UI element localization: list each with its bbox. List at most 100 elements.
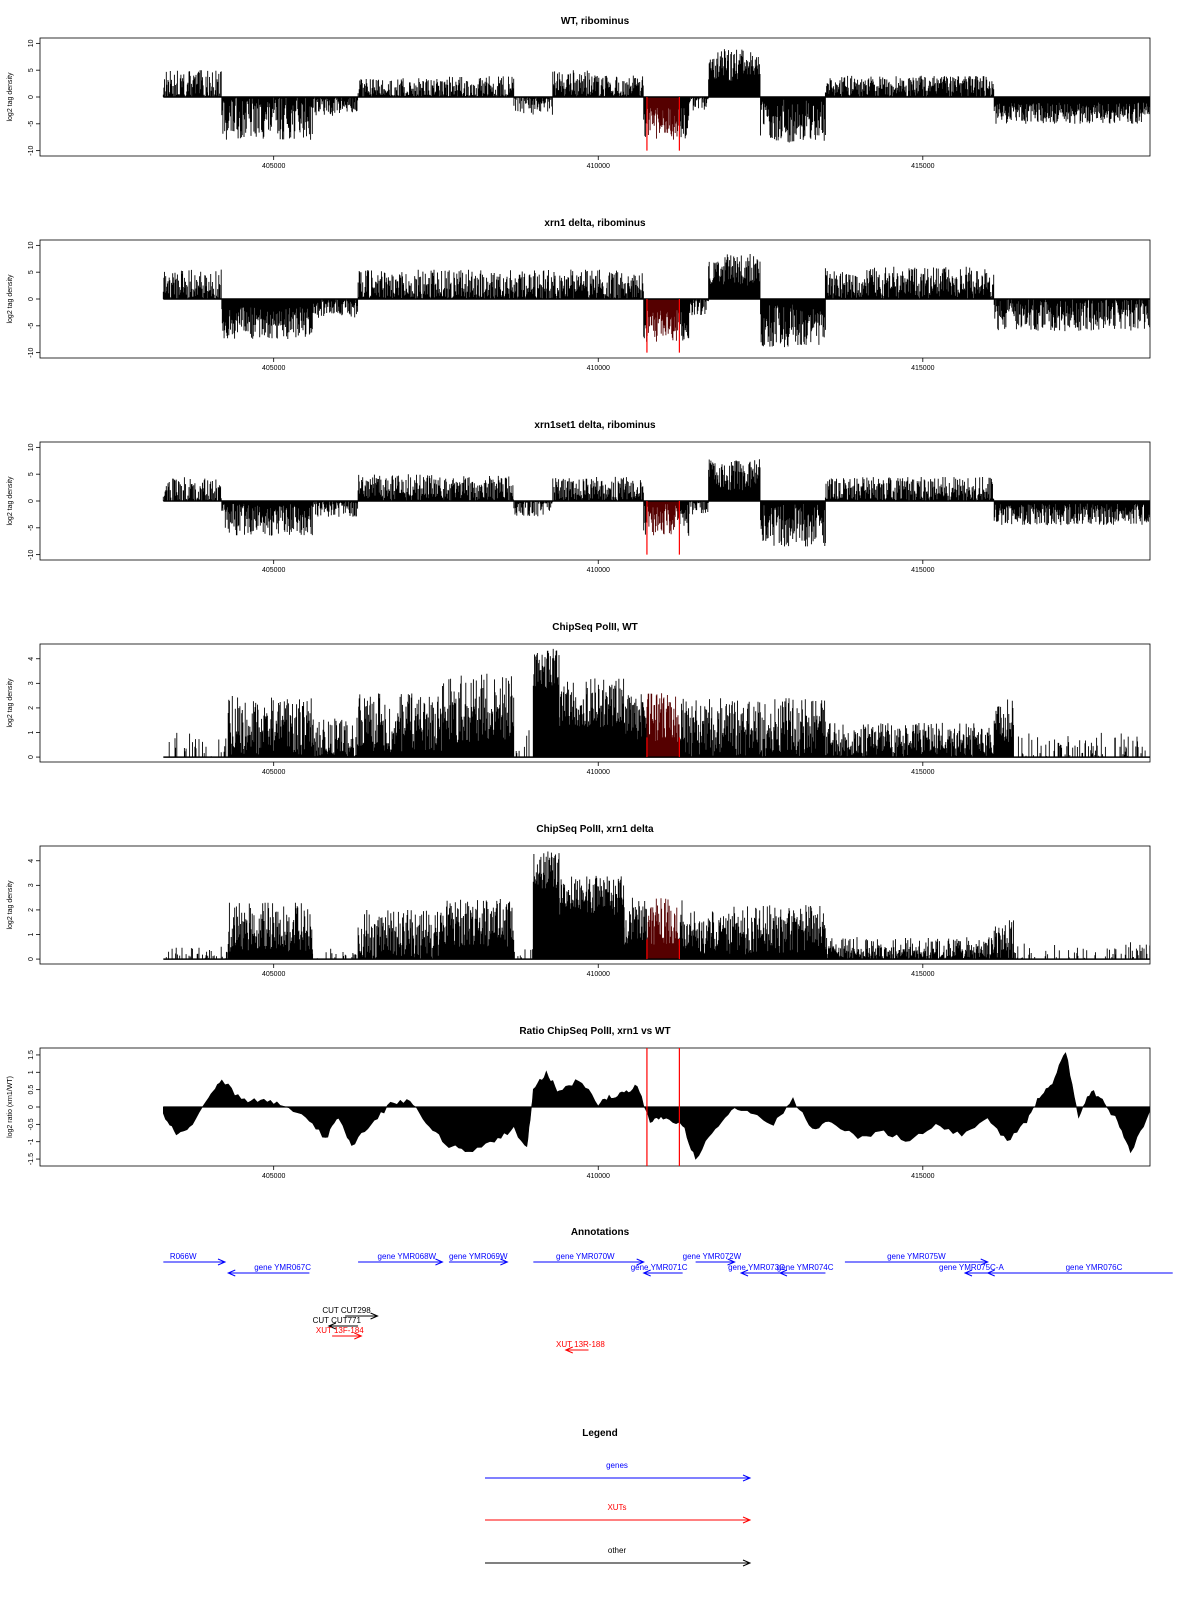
plot-body: [162, 49, 1150, 143]
arrow-head-icon: [370, 1312, 379, 1320]
legend-item: XUTs: [485, 1503, 752, 1524]
arrow-head-icon: [500, 1258, 509, 1266]
x-tick-label: 415000: [911, 163, 934, 170]
arrow-head-icon: [636, 1258, 645, 1266]
y-tick-label: -1.5: [28, 1153, 35, 1165]
panel-chipseq-xrn1: ChipSeq PolII, xrn1 delta log2 tag densit…: [7, 824, 1151, 978]
signal-bars: [162, 254, 1150, 348]
y-tick-label: -1: [28, 1138, 35, 1144]
x-tick-label: 405000: [262, 365, 285, 372]
legend-label: XUTs: [607, 1503, 626, 1512]
y-tick-label: 0: [28, 95, 35, 99]
plot-body: [162, 459, 1150, 547]
y-tick-label: -10: [28, 347, 35, 357]
x-tick-label: 405000: [262, 163, 285, 170]
y-tick-label: 0: [28, 755, 35, 759]
y-tick-label: 0: [28, 297, 35, 301]
y-tick-label: -10: [28, 549, 35, 559]
signal-bars: [165, 851, 1150, 960]
legend: Legend genes XUTs other: [485, 1428, 752, 1567]
x-tick-label: 415000: [911, 365, 934, 372]
feature-gene: R066W: [163, 1252, 227, 1266]
arrow-head-icon: [642, 1269, 651, 1277]
feature-xut: XUT 13R-188: [556, 1340, 605, 1354]
x-tick-label: 405000: [262, 567, 285, 574]
panel-wt-ribominus: WT, ribominus log2 tag density -10 -5 0 5 10 40…: [7, 16, 1151, 170]
feature-label: gene YMR076C: [1066, 1263, 1123, 1272]
feature-gene: gene YMR067C: [226, 1263, 311, 1277]
y-axis-label: log2 tag density: [7, 274, 14, 324]
y-axis-label: log2 tag density: [7, 678, 14, 728]
arrow-head-icon: [778, 1269, 788, 1277]
y-tick-label: 10: [28, 443, 35, 451]
x-tick-label: 410000: [587, 1173, 610, 1180]
plot-frame: [39, 845, 1151, 965]
y-tick-label: -10: [28, 145, 35, 155]
y-tick-label: 3: [28, 883, 35, 887]
feature-gene: gene YMR069W: [448, 1252, 509, 1266]
y-tick-label: -5: [28, 323, 35, 329]
feature-label: gene YMR067C: [254, 1263, 311, 1272]
x-tick-label: 410000: [587, 163, 610, 170]
feature-gene: gene YMR070W: [533, 1252, 645, 1266]
signal-bars: [168, 648, 1146, 758]
annotations-track: Annotations R066W gene YMR067C gene YMR068…: [163, 1227, 1173, 1354]
arrow-head-icon: [435, 1258, 444, 1266]
y-tick-label: 3: [28, 681, 35, 685]
feature-label: gene YMR069W: [449, 1252, 508, 1261]
feature-label: gene YMR070W: [556, 1252, 615, 1261]
feature-label: gene YMR075W: [887, 1252, 946, 1261]
y-tick-label: 2: [28, 908, 35, 912]
feature-label: gene YMR075C-A: [939, 1263, 1004, 1272]
signal-bars: [162, 49, 1150, 143]
feature-gene: gene YMR076C: [986, 1263, 1173, 1277]
arrow-head-icon: [742, 1474, 752, 1482]
panel-xrn1set1-ribominus: xrn1set1 delta, ribominus log2 tag densit…: [7, 420, 1151, 574]
arrow-head-icon: [742, 1559, 752, 1567]
x-tick-label: 405000: [262, 1173, 285, 1180]
y-tick-label: 4: [28, 859, 35, 863]
legend-label: other: [608, 1546, 627, 1555]
feature-label: gene YMR072W: [683, 1252, 742, 1261]
arrow-head-icon: [327, 1322, 337, 1330]
feature-xut: XUT 13F-184: [316, 1326, 364, 1340]
arrow-head-icon: [986, 1269, 995, 1277]
plot-body: [163, 648, 1150, 758]
y-tick-label: -5: [28, 121, 35, 127]
arrow-head-icon: [742, 1516, 752, 1524]
y-tick-label: 0: [28, 957, 35, 961]
x-tick-label: 415000: [911, 1173, 934, 1180]
y-axis-label: log2 tag density: [7, 476, 14, 526]
signal-bars-highlight: [646, 97, 680, 140]
panel-title: xrn1 delta, ribominus: [544, 218, 646, 229]
feature-label: gene YMR071C: [631, 1263, 688, 1272]
x-tick-label: 410000: [587, 971, 610, 978]
arrow-head-icon: [963, 1269, 973, 1277]
x-tick-label: 410000: [587, 567, 610, 574]
panel-title: Ratio ChipSeq PolII, xrn1 vs WT: [519, 1026, 670, 1037]
legend-title: Legend: [582, 1428, 618, 1439]
feature-other: CUT CUT771: [313, 1316, 361, 1330]
y-tick-label: 1.5: [28, 1050, 35, 1060]
arrow-head-icon: [980, 1258, 989, 1266]
signal-bars-highlight: [646, 898, 680, 960]
y-tick-label: 0: [28, 499, 35, 503]
feature-label: XUT 13F-184: [316, 1326, 364, 1335]
panel-title: ChipSeq PolII, WT: [552, 622, 638, 633]
y-tick-label: 5: [28, 270, 35, 274]
feature-gene: gene YMR074C: [777, 1263, 834, 1277]
panel-xrn1-ribominus: xrn1 delta, ribominus log2 tag density -10…: [7, 218, 1151, 372]
annotations-title: Annotations: [571, 1227, 630, 1238]
x-tick-label: 410000: [587, 365, 610, 372]
arrow-head-icon: [739, 1269, 749, 1277]
panel-title: xrn1set1 delta, ribominus: [534, 420, 656, 431]
plot-frame: [39, 643, 1151, 763]
panel-title: WT, ribominus: [561, 16, 630, 27]
feature-label: XUT 13R-188: [556, 1340, 605, 1349]
y-tick-label: -0.5: [28, 1118, 35, 1130]
arrow-head-icon: [564, 1346, 573, 1354]
arrow-head-icon: [226, 1269, 236, 1277]
feature-label: gene YMR073C: [728, 1263, 785, 1272]
legend-item: genes: [485, 1461, 752, 1482]
